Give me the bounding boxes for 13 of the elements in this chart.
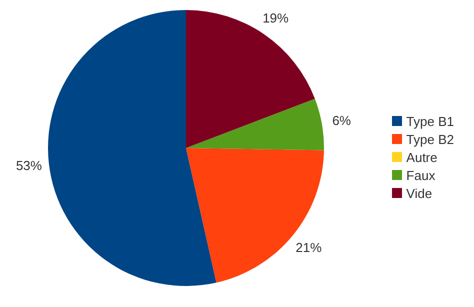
legend-label: Autre xyxy=(406,150,438,164)
legend-label: Vide xyxy=(406,186,432,200)
legend-label: Faux xyxy=(406,168,436,182)
data-label: 6% xyxy=(332,113,352,128)
pie-slice xyxy=(186,98,324,150)
data-label: 53% xyxy=(16,158,42,174)
legend-label: Type B1 xyxy=(406,114,454,128)
pie-slice xyxy=(48,10,216,286)
pie-slice xyxy=(186,10,315,148)
legend-label: Type B2 xyxy=(406,132,454,146)
pie-slice xyxy=(186,148,324,283)
data-label: 19% xyxy=(262,10,290,26)
data-label: 21% xyxy=(296,240,322,256)
